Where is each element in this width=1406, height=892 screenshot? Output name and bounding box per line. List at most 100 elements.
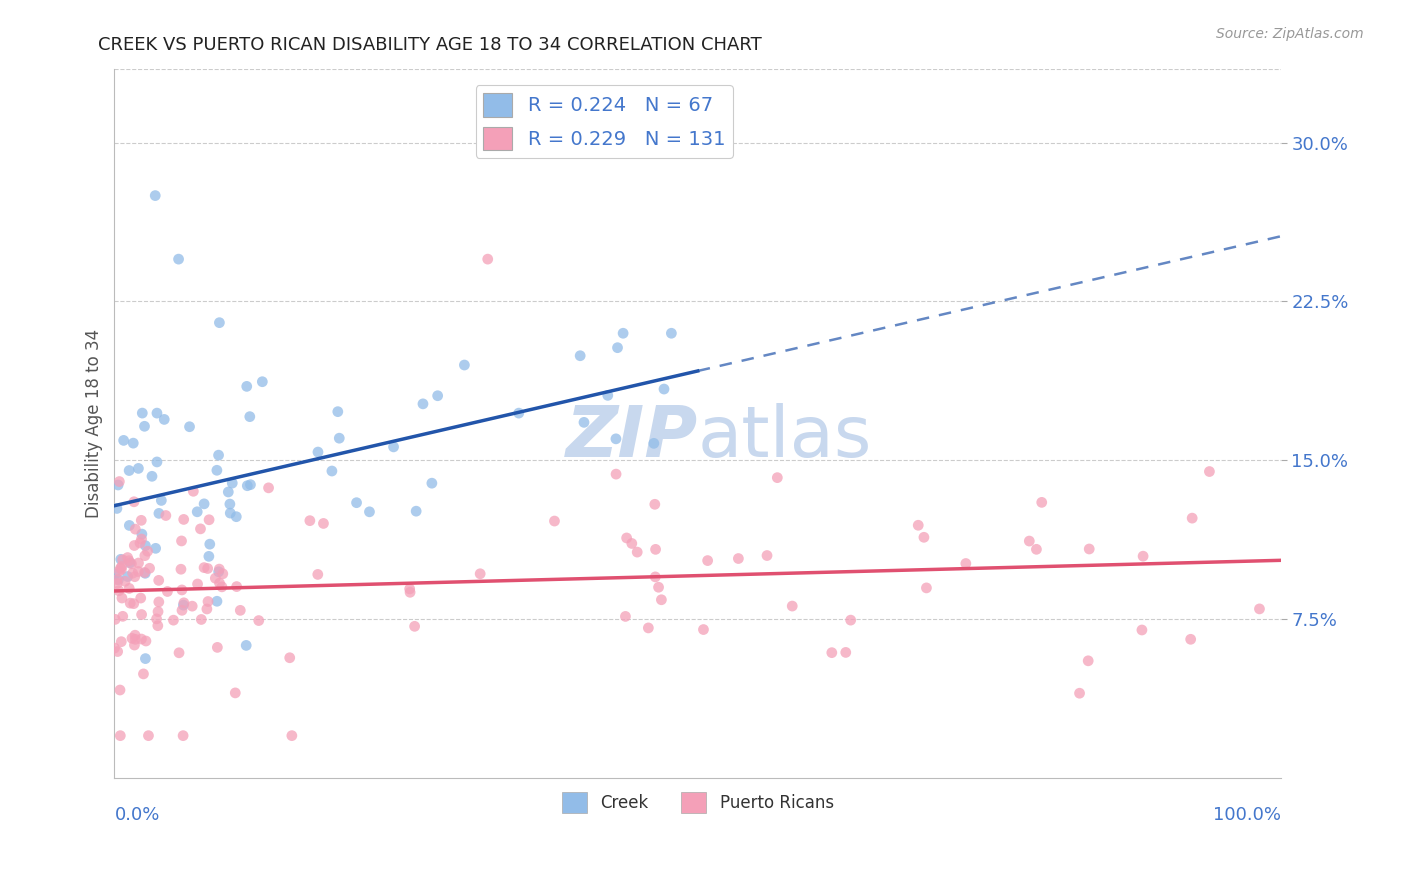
Point [605,432,627,446]
Point [1077,654,1099,668]
Point [127,461,149,475]
Point [647,580,669,594]
Point [235,379,257,393]
Point [208,316,231,330]
Point [138,729,160,743]
Point [127,565,149,579]
Point [129,513,152,527]
Point [195,602,218,616]
Point [118,518,141,533]
Point [129,536,152,550]
Point [543,514,565,528]
Text: 100.0%: 100.0% [1213,806,1281,824]
Point [839,613,862,627]
Point [247,614,270,628]
Point [124,522,146,536]
Text: 0.0%: 0.0% [114,806,160,824]
Point [170,562,193,576]
Point [148,574,170,588]
Point [108,683,131,698]
Point [118,554,141,568]
Point [155,508,177,523]
Point [614,609,637,624]
Point [626,545,648,559]
Point [110,561,132,575]
Point [172,598,194,612]
Point [162,613,184,627]
Point [146,406,169,420]
Point [108,475,131,489]
Point [143,188,166,202]
Point [121,566,143,581]
Point [145,612,167,626]
Point [612,326,634,341]
Point [328,431,350,445]
Point [107,644,129,658]
Point [204,571,226,585]
Point [470,566,492,581]
Point [105,501,128,516]
Point [167,646,190,660]
Point [281,729,304,743]
Point [131,632,153,646]
Point [173,596,195,610]
Point [134,549,156,563]
Point [136,544,159,558]
Point [1018,534,1040,549]
Point [198,513,221,527]
Point [208,565,231,579]
Point [193,560,215,574]
Point [307,567,329,582]
Point [167,252,190,267]
Point [835,645,858,659]
Point [915,581,938,595]
Point [134,566,156,580]
Point [117,569,139,583]
Point [221,476,243,491]
Point [211,580,233,594]
Point [190,522,212,536]
Point [134,566,156,581]
Point [129,591,152,605]
Point [312,516,335,531]
Point [572,415,595,429]
Point [252,375,274,389]
Point [780,599,803,613]
Point [218,497,240,511]
Point [205,463,228,477]
Point [278,650,301,665]
Point [912,530,935,544]
Point [197,561,219,575]
Point [117,550,139,565]
Point [118,582,141,596]
Point [1198,465,1220,479]
Point [132,667,155,681]
Point [907,518,929,533]
Point [107,573,129,587]
Point [104,612,127,626]
Point [1078,541,1101,556]
Point [692,623,714,637]
Point [105,573,128,587]
Text: CREEK VS PUERTO RICAN DISABILITY AGE 18 TO 34 CORRELATION CHART: CREEK VS PUERTO RICAN DISABILITY AGE 18 … [98,36,762,54]
Point [103,640,125,655]
Point [1130,623,1153,637]
Point [193,497,215,511]
Point [359,505,381,519]
Point [198,537,221,551]
Point [122,436,145,450]
Point [346,496,368,510]
Point [198,549,221,564]
Point [170,533,193,548]
Point [326,405,349,419]
Point [124,628,146,642]
Point [207,448,229,462]
Point [405,504,427,518]
Point [596,388,619,402]
Point [616,531,638,545]
Point [141,469,163,483]
Point [382,440,405,454]
Point [146,455,169,469]
Point [236,479,259,493]
Point [257,481,280,495]
